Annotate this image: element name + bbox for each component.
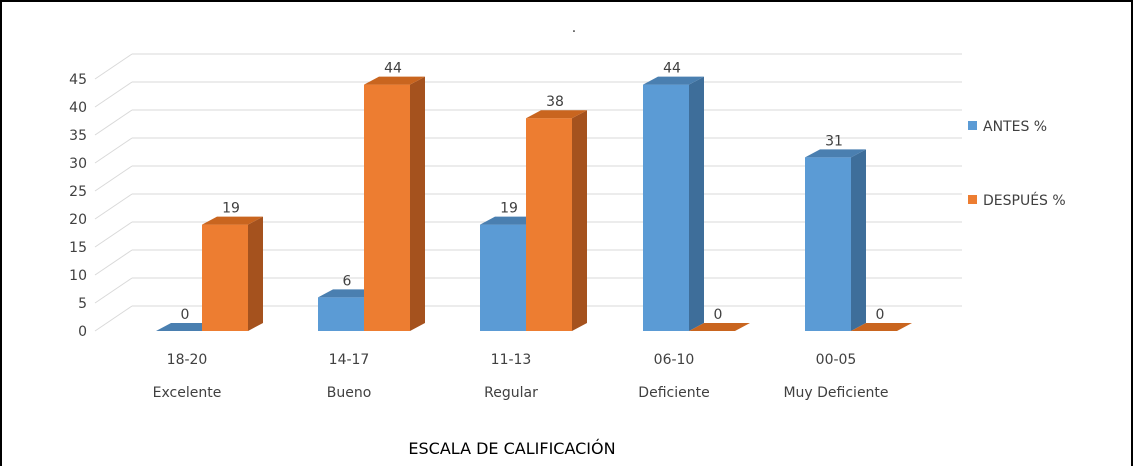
bar-top <box>480 216 541 225</box>
bar-front <box>643 84 689 331</box>
legend: ANTES % DESPUÉS % <box>968 119 1066 209</box>
data-label: 0 <box>181 307 190 323</box>
x-tick-description: Deficiente <box>638 385 709 401</box>
gridline-depth <box>94 193 133 220</box>
y-tick-label: 20 <box>69 212 87 228</box>
y-tick-label: 35 <box>69 128 87 144</box>
bar-side <box>248 216 263 331</box>
chart-title-mark: . <box>572 20 576 36</box>
gridline-depth <box>94 277 133 304</box>
bar-front <box>480 224 526 331</box>
x-tick-description: Bueno <box>327 385 372 401</box>
data-label: 31 <box>825 133 843 149</box>
bar-front <box>805 157 851 331</box>
y-axis-ticks: 0 5 10 15 20 25 30 35 40 45 <box>69 72 87 340</box>
x-tick-label: 18-20 <box>167 352 208 368</box>
data-label: 19 <box>500 201 518 217</box>
gridline-depth <box>94 53 133 80</box>
bar-front <box>318 297 364 331</box>
data-labels: 0 19 6 44 19 38 44 0 31 0 <box>181 61 885 323</box>
y-tick-label: 40 <box>69 100 87 116</box>
bar-side <box>851 149 866 331</box>
y-tick-label: 25 <box>69 184 87 200</box>
bar-top <box>851 323 912 331</box>
data-label: 38 <box>546 94 564 110</box>
y-tick-label: 30 <box>69 156 87 172</box>
x-tick-description: Muy Deficiente <box>783 385 888 401</box>
bar-side <box>572 110 587 331</box>
legend-label: DESPUÉS % <box>983 192 1066 209</box>
bar-front <box>364 84 410 331</box>
x-tick-description: Regular <box>484 385 538 401</box>
data-label: 19 <box>222 201 240 217</box>
bar-side <box>410 76 425 331</box>
bar-front <box>202 224 248 331</box>
y-tick-label: 15 <box>69 240 87 256</box>
gridline-depth <box>94 109 133 136</box>
gridline-depth <box>94 221 133 248</box>
x-axis-title: ESCALA DE CALIFICACIÓN <box>408 439 615 458</box>
bar-top <box>156 323 217 331</box>
bar-top <box>689 323 750 331</box>
bar-top <box>364 76 425 85</box>
legend-swatch <box>968 195 977 204</box>
legend-label: ANTES % <box>983 119 1047 135</box>
y-tick-label: 10 <box>69 268 87 284</box>
x-tick-label: 00-05 <box>816 352 857 368</box>
legend-swatch <box>968 121 977 130</box>
gridline-depth <box>94 249 133 276</box>
bars <box>156 76 912 331</box>
y-tick-label: 0 <box>78 324 87 340</box>
gridline-depth <box>94 137 133 164</box>
bar-side <box>689 76 704 331</box>
bar-top <box>643 76 704 85</box>
gridline-depth <box>94 305 133 332</box>
data-label: 44 <box>384 61 402 77</box>
x-axis-ticks: 18-20 Excelente 14-17 Bueno 11-13 Regular 06-1… <box>153 352 889 401</box>
x-tick-label: 14-17 <box>329 352 370 368</box>
x-tick-description: Excelente <box>153 385 222 401</box>
gridline-depth <box>94 165 133 192</box>
data-label: 0 <box>714 307 723 323</box>
bar-top <box>202 216 263 225</box>
data-label: 6 <box>343 273 352 289</box>
bar-front <box>526 118 572 331</box>
y-tick-label: 5 <box>78 296 87 312</box>
gridline-depth <box>94 81 133 108</box>
x-tick-label: 11-13 <box>491 352 532 368</box>
y-tick-label: 45 <box>69 72 87 88</box>
bar-top <box>805 149 866 158</box>
data-label: 0 <box>876 307 885 323</box>
x-tick-label: 06-10 <box>654 352 695 368</box>
bar-top <box>318 289 379 298</box>
data-label: 44 <box>663 61 681 77</box>
bar-top <box>526 110 587 119</box>
